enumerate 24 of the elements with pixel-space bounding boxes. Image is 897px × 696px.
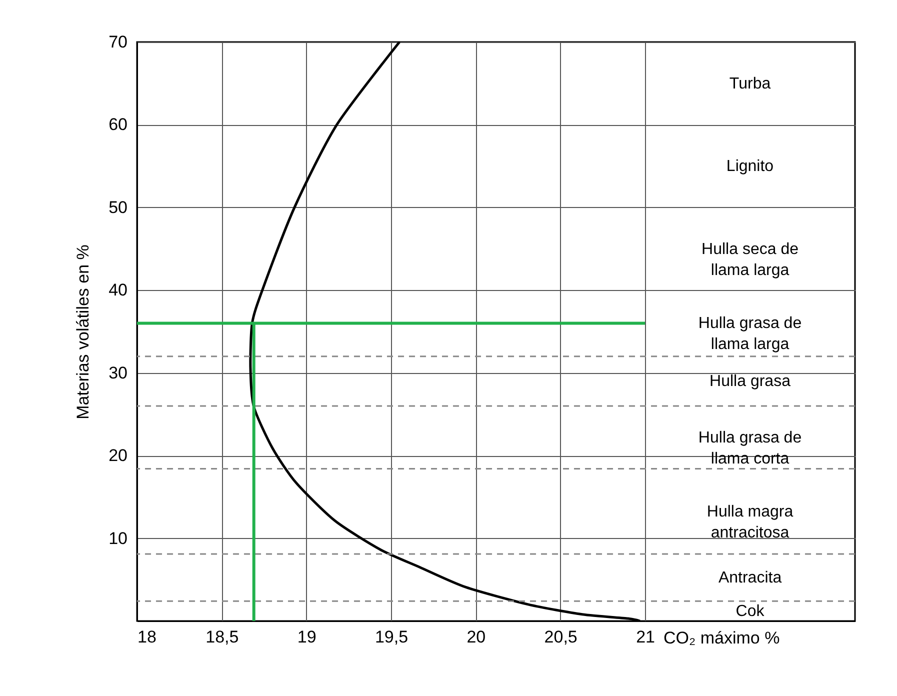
y-tick-label: 20: [108, 446, 128, 466]
x-axis-title: CO₂ máximo %: [664, 628, 780, 648]
y-tick-label: 40: [108, 280, 128, 300]
y-tick-label: 60: [108, 115, 128, 134]
y-tick-label: 30: [108, 363, 128, 382]
annotation: Lignito: [726, 158, 774, 176]
annotation: Hulla grasa: [710, 373, 791, 390]
annotation: Cok: [736, 603, 766, 620]
x-tick-label: 19,5: [374, 628, 408, 646]
x-tick-label: 19: [297, 628, 316, 646]
y-tick-label: 10: [108, 528, 128, 548]
x-tick-label: 20,5: [544, 628, 578, 646]
y-tick-label: 70: [108, 32, 128, 52]
y-tick-label: 50: [108, 198, 128, 217]
annotation: Hulla seca de llama larga: [702, 240, 799, 279]
x-tick-label: 18: [138, 628, 156, 646]
x-tick-label: 21: [636, 628, 655, 646]
x-tick-label: 20: [466, 628, 486, 646]
annotation: Turba: [729, 75, 771, 92]
annotation: Hulla grasa de llama larga: [698, 315, 802, 354]
x-tick-label: 18,5: [206, 628, 239, 646]
y-axis-title: Materias volátiles en %: [74, 244, 93, 420]
annotation: Hulla magra antracitosa: [706, 503, 794, 542]
annotation: Antracita: [718, 570, 782, 587]
